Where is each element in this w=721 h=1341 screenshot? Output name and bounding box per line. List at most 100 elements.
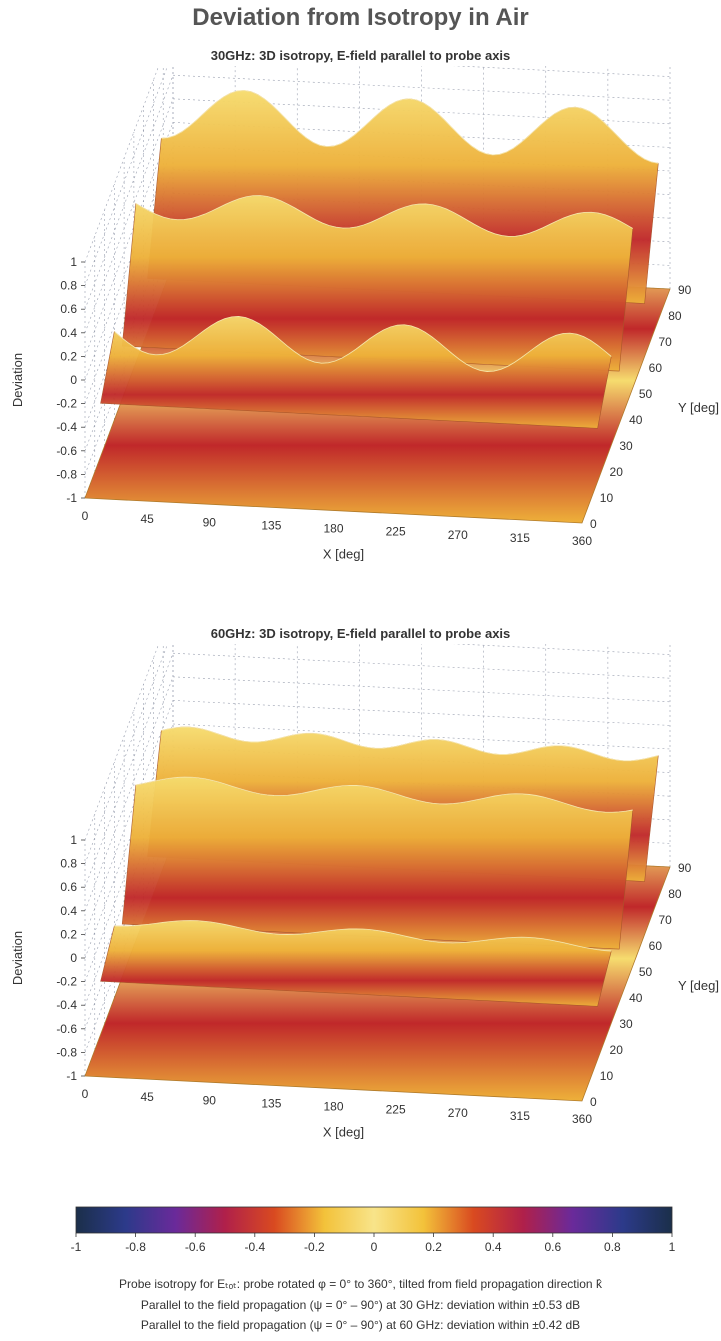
caption-line-3: Parallel to the field propagation (ψ = 0… [140,1318,581,1332]
caption-line-1: Probe isotropy for Eₜₒₜ: probe rotated φ… [119,1277,602,1291]
z-tick-label: 0.6 [60,302,77,316]
colorbar-tick-label: 0.8 [604,1240,621,1254]
y-tick-label: 50 [639,965,653,979]
y-axis-label: Y [deg] [678,400,719,415]
surface-ridge-edge [161,726,659,762]
z-tick-label: 0.2 [60,349,77,363]
axes: -1-0.8-0.6-0.4-0.200.20.40.60.810 45 90 135… [10,255,719,562]
x-tick-label: 180 [323,1100,343,1114]
y-tick-label: 30 [619,1017,633,1031]
y-tick-label: 70 [658,913,672,927]
chart-1-surface-plot: -1-0.8-0.6-0.4-0.200.20.40.60.810 45 90 135… [10,66,719,562]
x-tick-label: 135 [261,518,281,532]
y-tick-label: 80 [668,309,682,323]
x-tick-label: 360 [572,1112,592,1126]
z-tick-label: 0 [70,951,77,965]
z-tick-label: 0.6 [60,880,77,894]
x-tick-label: 0 [82,509,89,523]
y-tick-label: 0 [590,517,597,531]
colorbar-tick-label: 1 [669,1240,676,1254]
z-tick-label: -0.2 [56,975,77,989]
colorbar-tick-label: -1 [71,1240,82,1254]
x-tick-label: 180 [323,522,343,536]
z-tick-label: -0.8 [56,1045,77,1059]
z-tick-label: -1 [66,491,77,505]
z-tick-label: -1 [66,1069,77,1083]
colorbar: -1 -0.8 -0.6 -0.4 -0.2 0 0.2 0.4 0.6 0.8 1 [71,1206,676,1254]
x-tick-label: 360 [572,534,592,548]
x-tick-label: 45 [140,1090,154,1104]
colorbar-tick-label: -0.4 [244,1240,265,1254]
grid-line-z [84,98,671,333]
x-tick-label: 0 [82,1087,89,1101]
z-tick-label: 0 [70,373,77,387]
x-tick-label: 225 [386,1103,406,1117]
y-tick-label: 50 [639,387,653,401]
z-tick-label: 0.4 [60,904,77,918]
z-tick-label: -0.6 [56,444,77,458]
y-axis-label: Y [deg] [678,978,719,993]
z-tick-label: 1 [70,833,77,847]
x-axis-label: X [deg] [323,547,364,562]
z-tick-label: 0.4 [60,326,77,340]
y-tick-label: 20 [610,465,624,479]
y-tick-label: 90 [678,283,692,297]
z-tick-label: 0.8 [60,857,77,871]
z-tick-label: -0.2 [56,397,77,411]
colorbar-tick-label: 0.2 [425,1240,442,1254]
chart-2-title: 60GHz: 3D isotropy, E-field parallel to … [210,626,511,641]
x-tick-label: 315 [510,1109,530,1123]
chart-2-surface-plot: -1-0.8-0.6-0.4-0.200.20.40.60.810 45 90 135… [10,644,719,1140]
z-tick-label: -0.8 [56,467,77,481]
colorbar-tick-label: -0.2 [304,1240,325,1254]
colorbar-gradient [75,1206,673,1234]
axes: -1-0.8-0.6-0.4-0.200.20.40.60.810 45 90 135… [10,833,719,1140]
z-tick-label: -0.6 [56,1022,77,1036]
z-tick-label: 0.8 [60,279,77,293]
x-tick-label: 45 [140,512,154,526]
grid-line-z [84,644,671,864]
surface-ridge-edge [135,195,634,237]
x-axis-label: X [deg] [323,1125,364,1140]
grid-line-z [84,652,671,888]
y-tick-label: 20 [610,1043,624,1057]
surface-ridge-edge [114,920,612,952]
grid-line-z [84,723,671,959]
grid-line-z [84,74,671,310]
y-tick-label: 60 [649,361,663,375]
y-tick-label: 30 [619,439,633,453]
colorbar-tick-label: -0.8 [125,1240,146,1254]
surface-ridge-edge [161,90,659,164]
x-tick-label: 270 [448,1106,468,1120]
grid-line-z [84,66,671,286]
y-tick-label: 10 [600,491,614,505]
z-tick-label: 1 [70,255,77,269]
surface-ridge-edge [114,316,612,372]
colorbar-tick-label: 0 [371,1240,378,1254]
x-tick-label: 135 [261,1096,281,1110]
z-tick-label: 0.2 [60,927,77,941]
y-tick-label: 60 [649,939,663,953]
colorbar-tick-label: -0.6 [185,1240,206,1254]
y-tick-label: 40 [629,991,643,1005]
y-tick-label: 10 [600,1069,614,1083]
z-tick-label: -0.4 [56,420,77,434]
page-title: Deviation from Isotropy in Air [192,4,529,31]
x-tick-label: 225 [386,525,406,539]
x-tick-label: 90 [203,1093,217,1107]
y-tick-label: 0 [590,1095,597,1109]
z-axis-label: Deviation [10,353,25,407]
x-tick-label: 270 [448,528,468,542]
y-tick-label: 80 [668,887,682,901]
x-tick-label: 90 [203,515,217,529]
surface-ridge-edge [135,776,633,813]
x-tick-label: 315 [510,531,530,545]
colorbar-tick-label: 0.6 [544,1240,561,1254]
y-tick-label: 70 [658,335,672,349]
y-tick-label: 90 [678,861,692,875]
caption-line-2: Parallel to the field propagation (ψ = 0… [140,1298,581,1312]
z-axis-label: Deviation [10,931,25,985]
z-tick-label: -0.4 [56,998,77,1012]
y-tick-label: 40 [629,413,643,427]
chart-1-title: 30GHz: 3D isotropy, E-field parallel to … [210,48,511,63]
